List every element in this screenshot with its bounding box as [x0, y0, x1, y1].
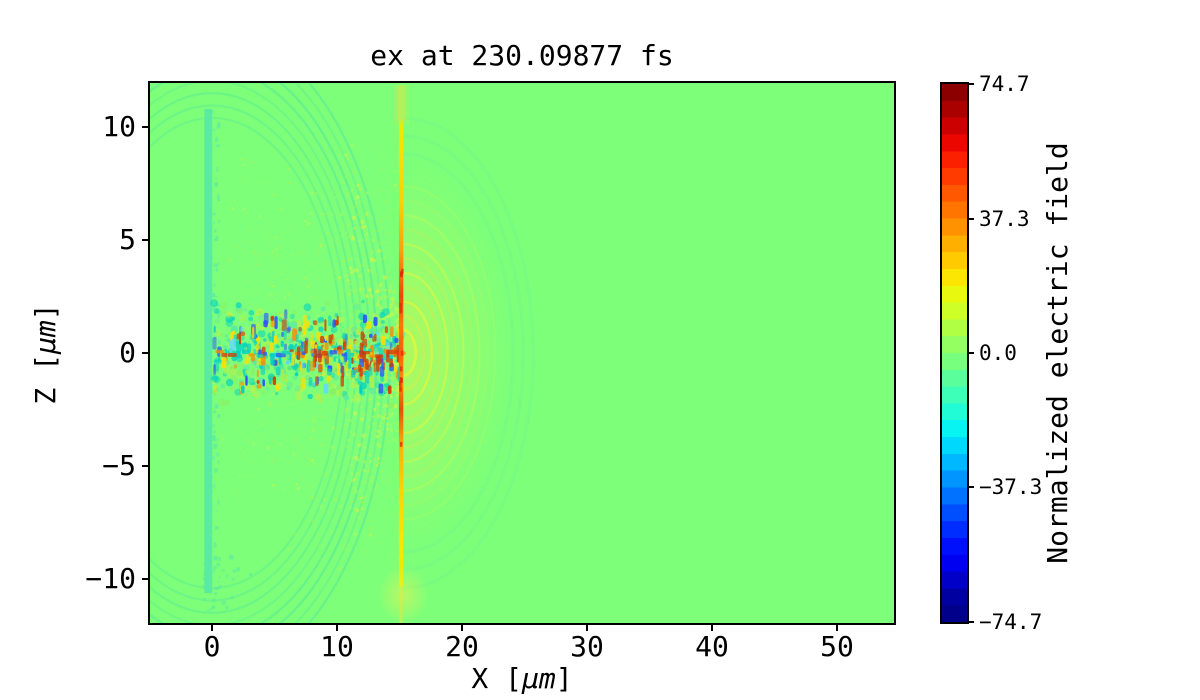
colorbar-tick-mark: [967, 352, 974, 354]
y-tick-label: −5: [102, 449, 136, 482]
x-tick-label: 50: [820, 630, 854, 663]
y-axis-label-close: ]: [29, 303, 62, 321]
x-tick-mark: [211, 623, 213, 631]
x-tick-mark: [461, 623, 463, 631]
x-tick-mark: [586, 623, 588, 631]
x-axis-label-close: ]: [555, 662, 573, 695]
x-tick-mark: [836, 623, 838, 631]
colorbar-gradient: [942, 84, 967, 622]
y-tick-label: 5: [119, 223, 136, 256]
colorbar-tick-mark: [967, 621, 974, 623]
x-tick-mark: [711, 623, 713, 631]
y-tick-mark: [142, 239, 150, 241]
colorbar-tick-label: −74.7: [979, 610, 1043, 634]
colorbar-tick-label: 37.3: [979, 206, 1030, 231]
colorbar-tick-label: 0.0: [979, 341, 1017, 365]
x-tick-label: 30: [570, 630, 604, 663]
x-tick-label: 0: [203, 630, 221, 663]
y-tick-mark: [142, 465, 150, 467]
x-axis-label: X [μm]: [150, 662, 894, 696]
colorbar-tick-mark: [967, 486, 974, 489]
plot-title: ex at 230.09877 fs: [370, 39, 674, 72]
colorbar: [940, 82, 969, 624]
y-tick-mark: [142, 352, 150, 354]
x-tick-label: 20: [445, 630, 479, 663]
x-tick-label: 10: [320, 630, 354, 663]
colorbar-tick-mark: [967, 83, 974, 85]
x-tick-mark: [336, 623, 338, 631]
y-tick-mark: [142, 126, 150, 128]
y-tick-label: 10: [102, 110, 136, 143]
x-axis-unit: μm: [522, 662, 556, 695]
field-image: [150, 83, 894, 623]
colorbar-tick-label: −37.3: [979, 475, 1043, 500]
y-tick-label: 0: [119, 336, 136, 369]
heatmap-plot: [148, 81, 896, 625]
y-tick-mark: [142, 578, 150, 580]
y-tick-label: −10: [85, 562, 136, 595]
colorbar-tick-mark: [967, 217, 974, 220]
colorbar-tick-label: 74.7: [979, 72, 1030, 96]
x-tick-label: 40: [695, 630, 729, 663]
x-axis-label-text: X [: [471, 662, 522, 695]
